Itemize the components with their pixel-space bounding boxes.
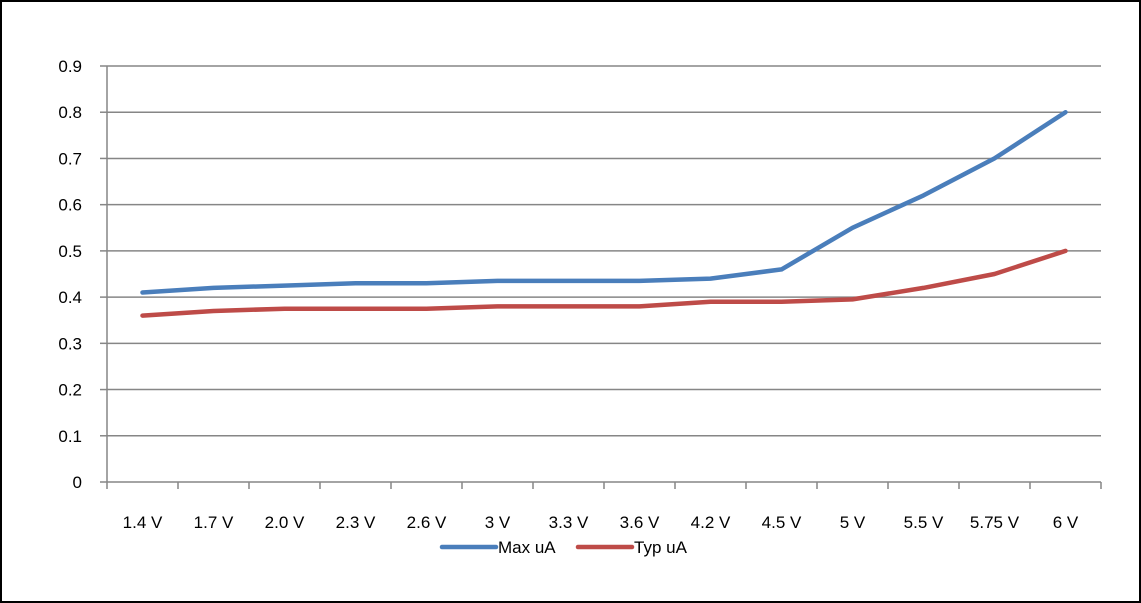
legend-label-1: Typ uA bbox=[634, 538, 688, 557]
y-tick-label: 0.2 bbox=[58, 381, 82, 400]
x-tick-label: 3.6 V bbox=[620, 513, 660, 532]
y-tick-label: 0.8 bbox=[58, 103, 82, 122]
x-tick-label: 3 V bbox=[485, 513, 511, 532]
y-tick-label: 0.9 bbox=[58, 57, 82, 76]
x-tick-label: 5 V bbox=[840, 513, 866, 532]
x-tick-label: 2.6 V bbox=[407, 513, 447, 532]
series-lines bbox=[140, 109, 1068, 318]
x-tick-label: 6 V bbox=[1053, 513, 1079, 532]
x-tick-label: 2.3 V bbox=[336, 513, 376, 532]
gridlines bbox=[107, 65, 1101, 437]
x-tick-label: 4.5 V bbox=[762, 513, 802, 532]
axes bbox=[100, 65, 1102, 489]
x-tick-label: 1.7 V bbox=[194, 513, 234, 532]
y-tick-label: 0.1 bbox=[58, 427, 82, 446]
series-line-0 bbox=[140, 109, 1068, 295]
y-tick-label: 0.5 bbox=[58, 242, 82, 261]
legend: Max uA Typ uA bbox=[439, 538, 688, 557]
y-tick-label: 0.3 bbox=[58, 334, 82, 353]
legend-label-0: Max uA bbox=[498, 538, 556, 557]
x-tick-label: 2.0 V bbox=[265, 513, 305, 532]
y-tick-label: 0.4 bbox=[58, 288, 82, 307]
x-tick-label: 5.5 V bbox=[904, 513, 944, 532]
y-tick-labels: 0 0.1 0.2 0.3 0.4 0.5 0.6 0.7 0.8 0.9 bbox=[58, 57, 82, 492]
x-tick-labels: 1.4 V 1.7 V 2.0 V 2.3 V 2.6 V 3 V 3.3 V 3.6 V 4.… bbox=[123, 513, 1079, 532]
series-line-1 bbox=[140, 248, 1068, 318]
y-tick-label: 0 bbox=[73, 473, 82, 492]
y-tick-label: 0.6 bbox=[58, 196, 82, 215]
x-tick-label: 4.2 V bbox=[691, 513, 731, 532]
y-tick-label: 0.7 bbox=[58, 149, 82, 168]
x-tick-label: 1.4 V bbox=[123, 513, 163, 532]
x-tick-label: 5.75 V bbox=[970, 513, 1020, 532]
x-tick-label: 3.3 V bbox=[549, 513, 589, 532]
